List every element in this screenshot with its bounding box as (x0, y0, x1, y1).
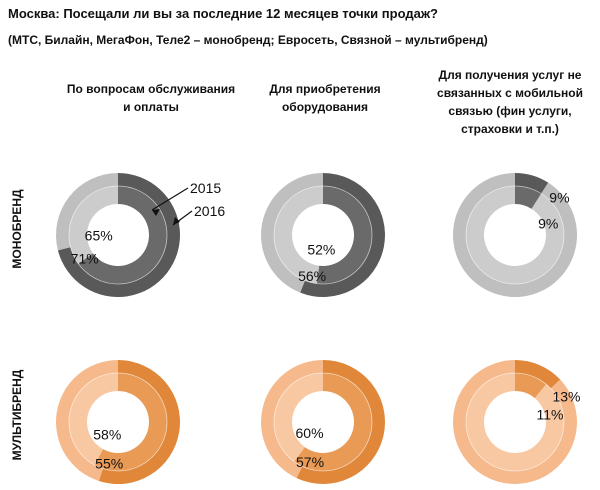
chart-1-2016-visited-slice (78, 186, 167, 284)
column-header-equipment: Для приобретения оборудования (269, 82, 381, 114)
chart-subtitle: (МТС, Билайн, МегаФон, Теле2 – монобренд… (8, 33, 488, 47)
chart-3-2016-data-label: 9% (538, 215, 558, 231)
chart-2-2016-visited-slice (316, 185, 372, 285)
chart-1-2016-data-label: 65% (85, 227, 113, 243)
chart-5-2016-data-label: 60% (296, 425, 324, 441)
chart-4-2016-visited-slice (94, 373, 167, 471)
chart-5-2016-visited-slice (294, 373, 372, 471)
chart-3-2016-visited-slice (515, 186, 542, 209)
chart-3-2016-remainder-slice (465, 186, 564, 284)
column-header-service: По вопросам обслуживания и оплаты (66, 82, 236, 114)
legend-arrowhead-2016 (173, 217, 180, 225)
chart-6-2016-visited-slice (515, 373, 547, 399)
legend-arrowhead-2015 (152, 209, 160, 216)
legend-label-2016: 2016 (194, 203, 225, 219)
chart-6-ring-divider (465, 372, 565, 472)
chart-1-ring-divider (68, 185, 168, 285)
chart-6-2015-data-label: 13% (552, 389, 580, 405)
chart-2-2015-visited-slice (300, 173, 385, 297)
chart-1-2015-data-label: 71% (71, 251, 99, 267)
column-header-other-services: Для получения услуг не связанных с мобил… (437, 68, 583, 136)
chart-2-2016-data-label: 52% (307, 242, 335, 258)
chart-1-2016-remainder-slice (69, 185, 118, 264)
chart-3-2015-visited-slice (515, 173, 549, 194)
chart-6-2016-data-label: 11% (537, 407, 564, 423)
chart-5-2015-visited-slice (296, 360, 385, 484)
chart-3-2015-data-label: 9% (549, 190, 569, 206)
chart-2-2015-remainder-slice (260, 173, 323, 293)
chart-title: Москва: Посещали ли вы за последние 12 м… (8, 6, 438, 21)
chart-4-2015-visited-slice (98, 360, 180, 484)
legend-label-2015: 2015 (190, 180, 221, 196)
chart-4-2015-remainder-slice (55, 360, 118, 481)
legend-pointer-2015 (151, 187, 189, 211)
chart-2-2015-data-label: 56% (298, 268, 326, 284)
chart-4-ring-divider (68, 372, 168, 472)
chart-4-2016-data-label: 58% (93, 426, 121, 442)
chart-5-ring-divider (273, 372, 373, 472)
chart-4-2015-data-label: 55% (95, 456, 123, 472)
chart-6-2015-visited-slice (515, 360, 561, 389)
chart-5-2015-remainder-slice (261, 360, 323, 479)
chart-4-2016-remainder-slice (69, 373, 118, 465)
chart-5-2016-remainder-slice (274, 373, 323, 462)
chart-2-2016-remainder-slice (274, 186, 323, 284)
chart-2-ring-divider (273, 185, 373, 285)
chart-5-2015-data-label: 57% (296, 454, 324, 470)
chart-6-2016-remainder-slice (466, 373, 565, 471)
chart-1-2015-remainder-slice (56, 173, 118, 251)
chart-3-ring-divider (465, 185, 565, 285)
